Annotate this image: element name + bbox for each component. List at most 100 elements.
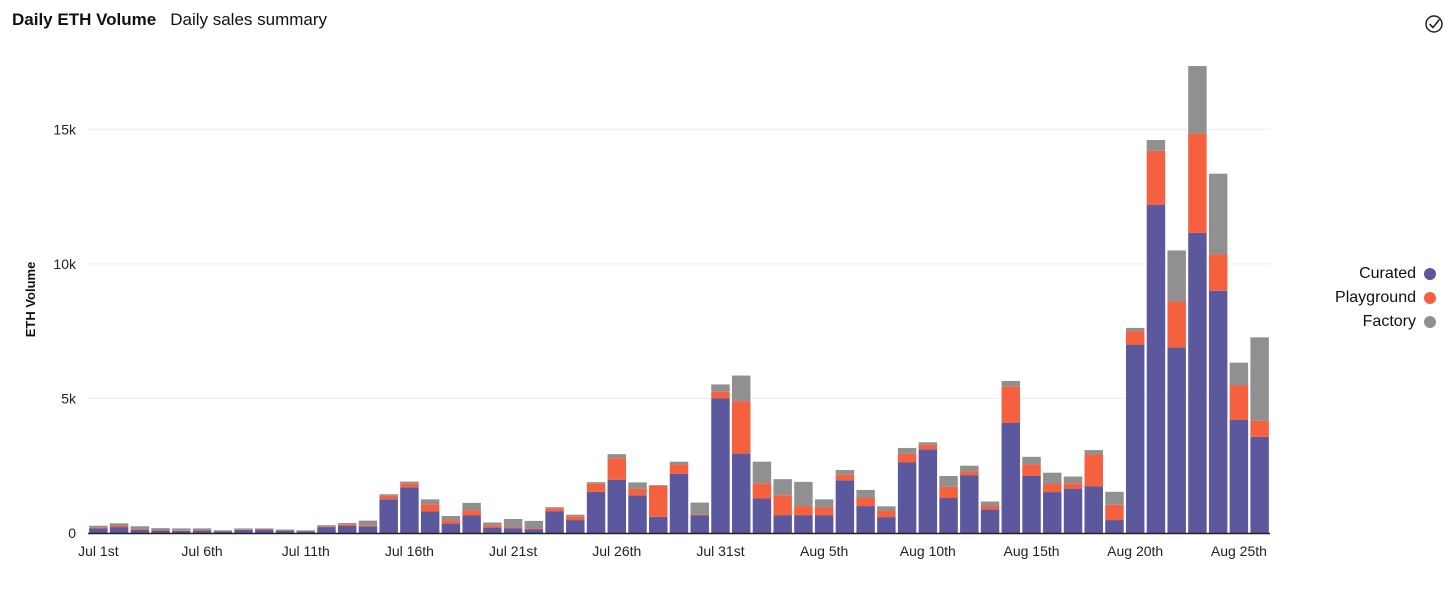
bar-playground [1250, 420, 1269, 437]
bar-playground [337, 524, 357, 527]
bar-curated [1188, 232, 1207, 534]
bar-curated [400, 487, 419, 533]
bar-playground [918, 444, 938, 450]
bar-factory [1022, 456, 1041, 465]
bar-playground [690, 514, 709, 516]
bar-playground [607, 458, 627, 480]
bar-curated [897, 462, 917, 533]
bar-factory [731, 375, 751, 402]
bar-playground [586, 483, 606, 492]
bar-playground [566, 516, 585, 521]
bar-curated [1022, 475, 1041, 533]
bar-playground [524, 528, 544, 530]
x-tick-label: Aug 15th [1003, 543, 1059, 559]
bar-curated [1063, 488, 1083, 533]
bar-playground [172, 530, 191, 531]
bar-factory [1001, 380, 1021, 387]
bar-factory [420, 499, 440, 505]
bar-playground [1063, 483, 1083, 489]
bar-curated [524, 529, 544, 533]
bar-factory [835, 470, 855, 475]
bar-curated [255, 530, 274, 533]
x-tick-label: Jul 1st [78, 543, 119, 559]
bar-playground [1105, 504, 1124, 521]
bar-factory [690, 502, 709, 515]
bar-curated [980, 509, 1000, 533]
legend-item-playground[interactable]: Playground [1300, 286, 1436, 310]
bar-curated [441, 523, 461, 533]
bar-factory [462, 502, 481, 511]
chart-subtitle: Daily sales summary [170, 10, 328, 29]
bar-curated [939, 498, 958, 533]
bar-playground [980, 505, 1000, 510]
bar-factory [400, 481, 419, 484]
legend-label: Playground [1335, 289, 1416, 306]
bar-factory [1250, 337, 1269, 421]
y-tick-label: 5k [61, 390, 77, 406]
legend-label: Curated [1359, 265, 1416, 282]
bar-playground [192, 530, 212, 531]
bar-playground [794, 506, 813, 516]
bar-playground [420, 504, 440, 512]
bar-factory [441, 516, 461, 521]
bar-playground [960, 471, 979, 476]
bar-factory [1167, 250, 1186, 302]
x-tick-label: Jul 31st [696, 543, 744, 559]
bar-factory [1063, 476, 1083, 484]
bar-curated [275, 530, 295, 533]
bar-curated [296, 531, 315, 533]
bar-factory [1146, 140, 1166, 151]
bar-factory [669, 461, 689, 465]
bar-factory [1208, 173, 1228, 255]
bar-playground [1229, 385, 1249, 420]
legend-item-curated[interactable]: Curated [1300, 262, 1436, 286]
bar-curated [918, 449, 938, 533]
bar-factory [275, 529, 295, 531]
bar-curated [1043, 492, 1062, 533]
bar-factory [628, 482, 647, 489]
bar-playground [130, 528, 150, 530]
bar-playground [462, 510, 481, 516]
bar-factory [109, 523, 129, 526]
bar-playground [628, 488, 647, 496]
bar-factory [379, 494, 398, 496]
legend-item-factory[interactable]: Factory [1300, 310, 1436, 334]
bar-playground [877, 510, 896, 518]
bar-factory [545, 507, 564, 509]
bar-playground [856, 498, 875, 507]
bar-curated [607, 479, 627, 533]
bar-curated [669, 473, 689, 533]
bar-factory [1188, 66, 1207, 134]
bar-factory [524, 520, 544, 529]
bar-curated [483, 527, 502, 533]
bar-factory [960, 465, 979, 472]
bar-factory [337, 523, 357, 525]
bar-curated [731, 453, 751, 533]
bar-factory [1043, 472, 1062, 485]
bar-playground [731, 401, 751, 454]
bar-factory [1084, 450, 1103, 455]
bar-curated [1105, 520, 1124, 533]
bar-curated [1229, 419, 1249, 533]
bar-factory [897, 447, 917, 454]
check-circle-icon[interactable] [1424, 14, 1444, 34]
bar-curated [130, 529, 150, 533]
y-tick-label: 0 [68, 525, 76, 541]
bar-curated [192, 530, 212, 533]
bar-curated [379, 499, 398, 533]
bar-playground [669, 464, 689, 474]
bar-playground [483, 525, 502, 528]
legend: Curated Playground Factory [1300, 262, 1436, 334]
bar-factory [773, 479, 792, 496]
bar-factory [607, 454, 627, 459]
bar-factory [980, 501, 1000, 506]
bar-playground [752, 483, 772, 499]
bar-curated [234, 529, 253, 533]
bar-playground [151, 530, 170, 531]
bar-factory [192, 528, 212, 531]
bar-curated [586, 491, 606, 533]
legend-swatch [1424, 268, 1436, 280]
bar-factory [358, 520, 378, 526]
bar-curated [1167, 347, 1186, 533]
bar-curated [1001, 422, 1021, 533]
